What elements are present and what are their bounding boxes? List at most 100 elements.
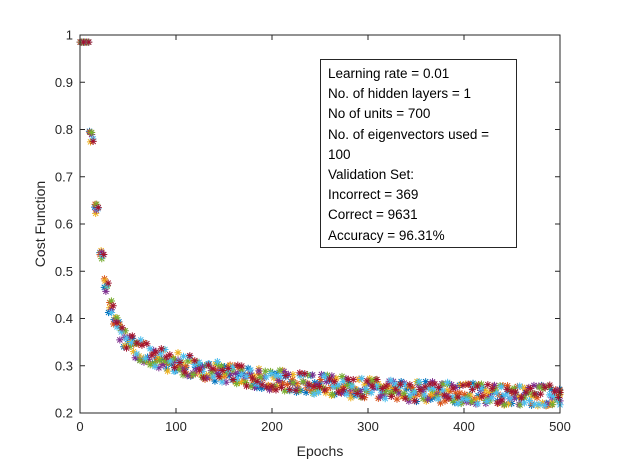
data-point xyxy=(110,302,117,309)
data-point xyxy=(205,362,212,369)
y-tick-label: 0.5 xyxy=(55,264,73,279)
data-point xyxy=(388,393,395,400)
data-point xyxy=(474,400,481,407)
data-point xyxy=(143,340,150,347)
data-point xyxy=(435,384,442,391)
annotation-eigenvectors-label: No. of eigenvectors used = xyxy=(328,125,516,145)
data-point xyxy=(305,381,312,388)
annotation-accuracy: Accuracy = 96.31% xyxy=(328,226,516,246)
data-point xyxy=(338,373,345,380)
x-tick-label: 0 xyxy=(76,419,83,434)
data-point xyxy=(255,367,262,374)
data-point xyxy=(276,367,283,374)
data-point xyxy=(387,377,394,384)
data-point xyxy=(95,204,102,211)
data-point xyxy=(489,385,496,392)
data-point xyxy=(216,373,223,380)
data-point xyxy=(200,374,207,381)
data-point xyxy=(441,392,448,399)
data-point xyxy=(247,366,254,373)
data-point xyxy=(321,386,328,393)
x-tick-label: 400 xyxy=(453,419,475,434)
data-point xyxy=(180,353,187,360)
data-point xyxy=(537,390,544,397)
data-point xyxy=(445,395,452,402)
data-point xyxy=(535,401,542,408)
data-point xyxy=(359,393,366,400)
data-point xyxy=(363,377,370,384)
data-point xyxy=(362,385,369,392)
x-tick-label: 500 xyxy=(549,419,571,434)
data-point xyxy=(350,376,357,383)
data-point xyxy=(343,391,350,398)
data-point xyxy=(435,395,442,402)
data-point xyxy=(546,382,553,389)
data-point xyxy=(191,357,198,364)
data-point xyxy=(541,402,548,409)
annotation-box: Learning rate = 0.01 No. of hidden layer… xyxy=(320,59,517,248)
data-point xyxy=(406,381,413,388)
data-point xyxy=(329,383,336,390)
data-point xyxy=(166,351,173,358)
data-point xyxy=(331,378,338,385)
data-point xyxy=(142,355,149,362)
data-point xyxy=(102,288,109,295)
data-point xyxy=(282,372,289,379)
data-point xyxy=(421,391,428,398)
data-point xyxy=(512,389,519,396)
x-tick-label: 100 xyxy=(165,419,187,434)
data-point xyxy=(90,138,97,145)
data-point xyxy=(459,382,466,389)
annotation-incorrect: Incorrect = 369 xyxy=(328,185,516,205)
data-point xyxy=(243,382,250,389)
data-point xyxy=(158,345,165,352)
data-point xyxy=(469,386,476,393)
data-point xyxy=(478,393,485,400)
data-point xyxy=(214,358,221,365)
annotation-correct: Correct = 9631 xyxy=(328,205,516,225)
data-point xyxy=(444,379,451,386)
data-point xyxy=(138,342,145,349)
data-point xyxy=(151,363,158,370)
data-point xyxy=(105,280,112,287)
data-point xyxy=(449,384,456,391)
annotation-learning-rate: Learning rate = 0.01 xyxy=(328,64,516,84)
data-point xyxy=(209,365,216,372)
data-point xyxy=(88,129,95,136)
data-point xyxy=(118,324,125,331)
y-tick-label: 0.7 xyxy=(55,169,73,184)
data-point xyxy=(397,381,404,388)
y-tick-label: 1 xyxy=(66,28,73,43)
data-point xyxy=(411,397,418,404)
x-axis-label: Epochs xyxy=(297,443,344,459)
data-point xyxy=(527,385,534,392)
data-point xyxy=(85,38,92,45)
data-point xyxy=(263,373,270,380)
data-point xyxy=(229,363,236,370)
data-point xyxy=(292,387,299,394)
data-point xyxy=(506,395,513,402)
y-tick-label: 0.9 xyxy=(55,75,73,90)
data-point xyxy=(402,395,409,402)
data-point xyxy=(108,309,115,316)
y-tick-label: 0.6 xyxy=(55,217,73,232)
data-point xyxy=(551,388,558,395)
data-point xyxy=(238,362,245,369)
data-point xyxy=(340,386,347,393)
data-point xyxy=(465,381,472,388)
data-point xyxy=(516,383,523,390)
data-point xyxy=(494,400,501,407)
data-point xyxy=(249,374,256,381)
data-point xyxy=(498,396,505,403)
data-point xyxy=(290,379,297,386)
data-point xyxy=(225,365,232,372)
data-point xyxy=(164,367,171,374)
data-point xyxy=(354,390,361,397)
data-point xyxy=(243,373,250,380)
data-point xyxy=(518,394,525,401)
data-point xyxy=(147,345,154,352)
data-point xyxy=(129,332,136,339)
annotation-validation-set: Validation Set: xyxy=(328,165,516,185)
data-point xyxy=(502,391,509,398)
annotation-eigenvectors-value: 100 xyxy=(328,145,516,165)
